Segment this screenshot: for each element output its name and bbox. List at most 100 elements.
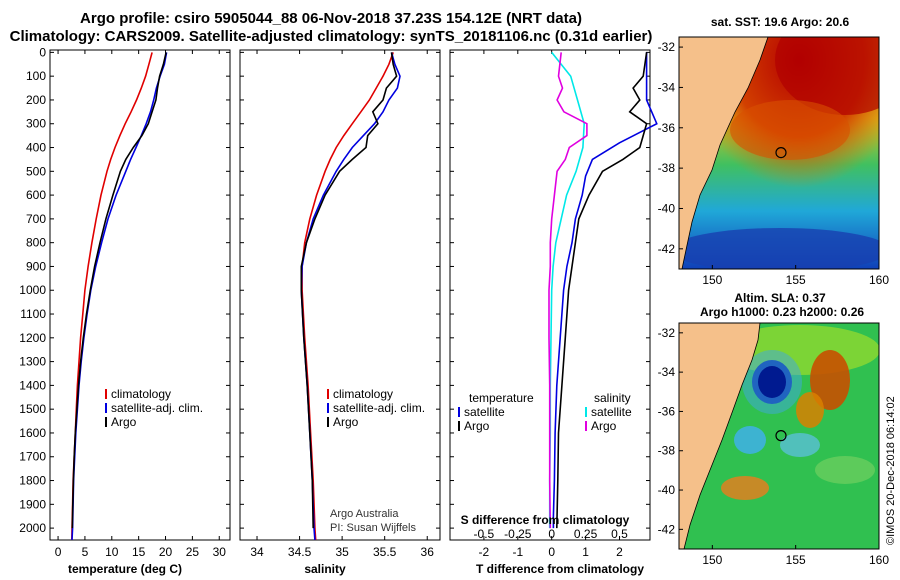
x-tick-label: -2 <box>479 545 490 559</box>
sla-low-core <box>758 366 786 398</box>
depth-tick-label: 1900 <box>19 497 46 511</box>
x-tick-label: 5 <box>82 545 89 559</box>
sla-high-south <box>721 476 769 500</box>
depth-tick-label: 1100 <box>20 307 46 321</box>
depth-tick-label: 600 <box>26 188 46 202</box>
sst-warm-eddy <box>775 37 879 115</box>
depth-tick-label: 1700 <box>19 450 46 464</box>
legend-label: climatology <box>333 387 393 401</box>
series-line-argo <box>300 52 398 529</box>
depth-tick-label: 2000 <box>19 521 46 535</box>
series-line-t-argo <box>556 52 648 529</box>
x-tick-label: 30 <box>213 545 227 559</box>
depth-tick-label: 1000 <box>19 283 46 297</box>
depth-tick-label: 0 <box>39 45 46 59</box>
legend-label: satellite <box>591 405 632 419</box>
x-tick-label: 36 <box>421 545 435 559</box>
legend-label: climatology <box>111 387 171 401</box>
legend-label: satellite <box>464 405 505 419</box>
depth-tick-label: 800 <box>26 236 46 250</box>
x-tick-label: -1 <box>512 545 523 559</box>
map-x-tick-label: 160 <box>869 553 889 567</box>
series-line-argo <box>71 52 167 529</box>
s-tick-label: 0.5 <box>611 527 628 541</box>
s-tick-label: 0.25 <box>574 527 598 541</box>
imos-stamp: ©IMOS 20-Dec-2018 06:14:02 <box>885 396 897 545</box>
plot-title-line1: Argo profile: csiro 5905044_88 06-Nov-20… <box>80 10 582 27</box>
sla-land <box>679 323 760 549</box>
depth-tick-label: 700 <box>26 212 46 226</box>
series-line-climatology <box>301 52 394 541</box>
x-tick-label: 0 <box>55 545 62 559</box>
sla-map-frame <box>678 322 880 550</box>
sla-map-title-line1: Altim. SLA: 0.37 <box>734 291 826 305</box>
temperature-panel-xlabel: temperature (deg C) <box>68 562 182 576</box>
x-tick-label: 15 <box>132 545 146 559</box>
map-y-tick-label: -34 <box>658 365 676 379</box>
credit-text: Argo Australia <box>330 508 399 520</box>
legend-label: Argo <box>333 415 359 429</box>
legend-label: Argo <box>591 419 617 433</box>
x-tick-label: 1 <box>582 545 589 559</box>
credit-text: PI: Susan Wijffels <box>330 522 416 534</box>
map-y-tick-label: -42 <box>658 522 676 536</box>
legend-label: Argo <box>464 419 490 433</box>
sst-coastline <box>681 37 769 269</box>
depth-tick-label: 500 <box>26 164 46 178</box>
map-y-tick-label: -34 <box>658 80 676 94</box>
salinity-panel-frame <box>239 49 441 541</box>
x-tick-label: 0 <box>548 545 555 559</box>
x-tick-label: 34 <box>250 545 264 559</box>
series-line-s-argo <box>548 52 588 529</box>
sla-low-west <box>734 426 766 454</box>
map-x-tick-label: 155 <box>786 553 806 567</box>
x-tick-label: 2 <box>616 545 623 559</box>
depth-tick-label: 1200 <box>19 331 46 345</box>
depth-tick-label: 1800 <box>19 474 46 488</box>
sla-map-title-line2: Argo h1000: 0.23 h2000: 0.26 <box>700 305 864 319</box>
legend-label: satellite-adj. clim. <box>333 401 425 415</box>
map-y-tick-label: -32 <box>658 326 676 340</box>
sla-low-south <box>780 433 820 457</box>
map-y-tick-label: -36 <box>658 404 676 418</box>
x-tick-label: 34.5 <box>288 545 312 559</box>
legend-temperature-title: temperature <box>469 391 534 405</box>
map-x-tick-label: 150 <box>702 273 722 287</box>
temperature-panel-frame <box>49 49 231 541</box>
sla-coastline <box>683 323 761 549</box>
sla-map: Altim. SLA: 0.37 Argo h1000: 0.23 h2000:… <box>658 291 890 567</box>
depth-tick-label: 1500 <box>19 402 46 416</box>
depth-tick-label: 1600 <box>19 426 46 440</box>
x-tick-label: 35.5 <box>373 545 397 559</box>
sst-warm-tongue <box>730 100 850 160</box>
x-tick-label: 35 <box>335 545 349 559</box>
sla-mid-east <box>815 456 875 484</box>
sst-map: sat. SST: 19.6 Argo: 20.6 150 155 160 -32 -3… <box>658 15 890 287</box>
depth-tick-label: 1300 <box>19 355 46 369</box>
depth-tick-label: 300 <box>26 117 46 131</box>
plot-title-line2: Climatology: CARS2009. Satellite-adjuste… <box>9 28 653 45</box>
map-y-tick-label: -40 <box>658 483 676 497</box>
sla-high-eddy-2 <box>796 392 824 428</box>
salinity-panel-xlabel: salinity <box>304 562 346 576</box>
sst-land <box>679 37 768 269</box>
depth-tick-label: 200 <box>26 93 46 107</box>
sst-cold-water <box>679 228 879 269</box>
salinity-panel: 34 34.5 35 35.5 36 salinity climatologysatelli… <box>239 49 441 576</box>
map-y-tick-label: -38 <box>658 444 676 458</box>
map-y-tick-label: -36 <box>658 121 676 135</box>
sla-high-eddy <box>810 350 850 410</box>
x-tick-label: 25 <box>186 545 200 559</box>
map-x-tick-label: 150 <box>702 553 722 567</box>
map-y-tick-label: -32 <box>658 40 676 54</box>
x-tick-label: 20 <box>159 545 173 559</box>
x-tick-label: 10 <box>105 545 119 559</box>
map-x-tick-label: 155 <box>786 273 806 287</box>
map-y-tick-label: -38 <box>658 161 676 175</box>
temperature-panel: 0100200300400500600700800900100011001200… <box>19 45 231 576</box>
map-x-tick-label: 160 <box>869 273 889 287</box>
s-tick-label: 0 <box>548 527 555 541</box>
s-tick-label: -0.5 <box>474 527 495 541</box>
depth-tick-label: 900 <box>26 259 46 273</box>
sla-map-axes: 150 155 160 -32 -34 -36 -38 -40 -42 <box>658 326 890 567</box>
